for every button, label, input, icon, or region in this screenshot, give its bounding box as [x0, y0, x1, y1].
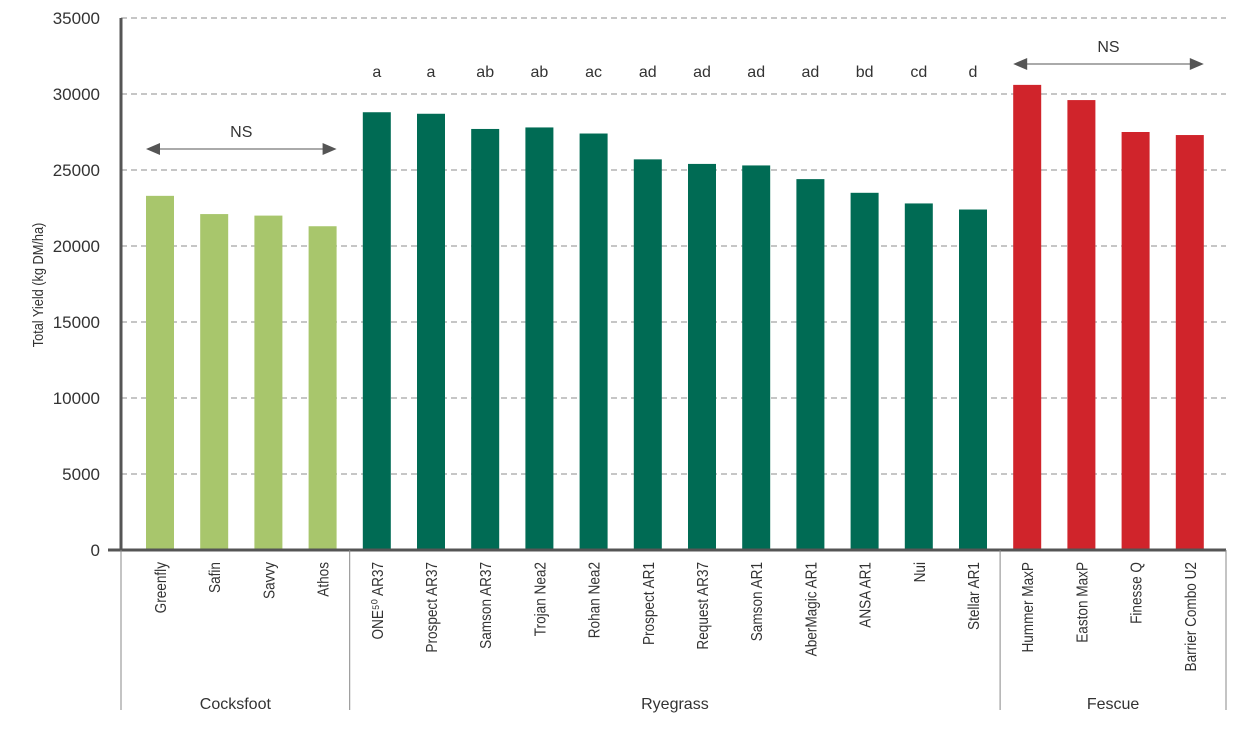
axes [108, 18, 1227, 710]
x-tick-label: Athos [316, 562, 333, 597]
x-tick-label: Stellar AR1 [966, 562, 983, 630]
significance-letter: cd [910, 64, 927, 81]
arrowhead [146, 143, 160, 155]
significance-letter: ad [693, 64, 711, 81]
bar-ryegrass-11 [904, 203, 933, 550]
y-tick-label: 20000 [53, 237, 100, 256]
bar-ryegrass-1 [362, 112, 391, 551]
x-tick-label: Prospect AR1 [641, 562, 658, 645]
significance-letter: d [969, 64, 978, 81]
y-tick-label: 10000 [53, 389, 100, 408]
x-tick-label: Safin [207, 562, 224, 593]
x-tick-label: Samson AR37 [478, 562, 495, 649]
bar-fescue-4 [1175, 135, 1204, 551]
x-tick-label: Rohan Nea2 [587, 562, 604, 638]
significance-letter: ab [476, 64, 494, 81]
significance-letter: a [427, 64, 436, 81]
significance-letter: ac [585, 64, 602, 81]
group-label: Fescue [1087, 696, 1140, 713]
significance-letter: bd [856, 64, 874, 81]
bar-ryegrass-10 [850, 192, 879, 551]
y-tick-label: 30000 [53, 85, 100, 104]
significance-letter: ab [531, 64, 549, 81]
x-tick-label: Barrier Combo U2 [1183, 562, 1200, 671]
y-tick-label: 0 [91, 541, 100, 560]
x-tick-label: Finesse Q [1129, 562, 1146, 624]
y-tick-label: 15000 [53, 313, 100, 332]
x-tick-label: Nui [912, 562, 929, 582]
bar-ryegrass-3 [471, 128, 500, 550]
bar-ryegrass-8 [742, 165, 771, 550]
bar-ryegrass-12 [959, 209, 987, 550]
ns-label: NS [230, 124, 252, 141]
bar-cocksfoot-2 [200, 214, 229, 550]
y-tick-label: 35000 [53, 9, 100, 28]
x-tick-label: ANSA AR1 [858, 562, 875, 628]
y-tick-label: 5000 [62, 465, 100, 484]
annotations [146, 58, 1204, 155]
bar-ryegrass-5 [579, 133, 608, 550]
x-tick-label: Savvy [261, 561, 278, 599]
bar-fescue-3 [1121, 132, 1150, 550]
bar-ryegrass-4 [525, 127, 554, 550]
x-tick-label: Greenfly [153, 561, 170, 613]
x-tick-label: Samson AR1 [749, 562, 766, 641]
x-tick-label: AberMagic AR1 [803, 562, 820, 656]
bars [146, 84, 1204, 551]
x-tick-label: Request AR37 [695, 562, 712, 650]
ns-label: NS [1097, 39, 1119, 56]
significance-letter: ad [802, 64, 820, 81]
arrowhead [322, 143, 337, 155]
bar-cocksfoot-1 [146, 195, 174, 550]
x-tick-label: Prospect AR37 [424, 562, 441, 653]
group-label: Ryegrass [641, 696, 709, 713]
bar-cocksfoot-3 [254, 215, 283, 550]
bar-ryegrass-7 [688, 163, 716, 551]
labels: 0 5000 10000 15000 20000 25000 30000 35000 Green… [53, 9, 1200, 713]
gridlines [121, 17, 1226, 475]
bar-cocksfoot-4 [308, 226, 337, 551]
bar-ryegrass-6 [633, 159, 662, 551]
arrowhead [1013, 58, 1028, 70]
significance-letter: a [372, 64, 381, 81]
y-tick-label: 25000 [53, 161, 100, 180]
x-tick-label: Hummer MaxP [1020, 562, 1037, 653]
x-tick-label: ONE⁵⁰ AR37 [370, 562, 387, 640]
bar-ryegrass-9 [796, 179, 825, 550]
group-label: Cocksfoot [200, 696, 272, 713]
bar-fescue-1 [1013, 84, 1042, 550]
bar-ryegrass-2 [417, 113, 445, 550]
x-tick-label: Easton MaxP [1074, 562, 1091, 643]
significance-letter: ad [747, 64, 765, 81]
significance-letter: ad [639, 64, 657, 81]
arrowhead [1189, 58, 1204, 70]
bar-fescue-2 [1067, 100, 1096, 550]
y-axis-title: Total Yield (kg DM/ha) [29, 223, 46, 348]
x-tick-label: Trojan Nea2 [532, 562, 549, 636]
